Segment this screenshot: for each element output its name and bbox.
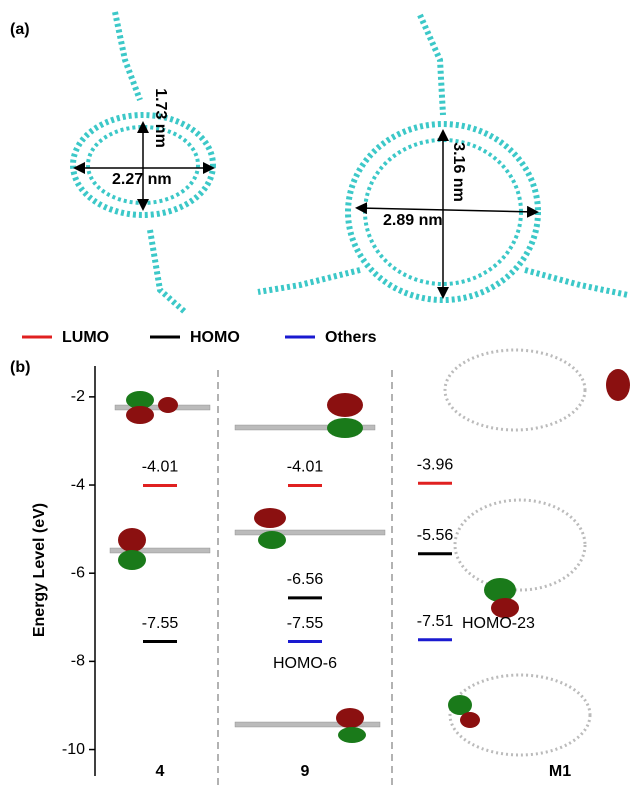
y-axis-label: Energy Level (eV)	[31, 503, 48, 637]
panel-label: (b)	[10, 359, 30, 376]
value-label: -7.55	[142, 615, 179, 632]
value-label: -5.56	[417, 527, 454, 544]
annotation: HOMO-6	[273, 655, 337, 672]
arrow	[355, 202, 539, 218]
legend-label: LUMO	[62, 329, 109, 346]
legend-label: HOMO	[190, 329, 240, 346]
y-tick-label: -8	[71, 653, 85, 670]
measurement: 1.73 nm	[152, 88, 169, 148]
legend-label: Others	[325, 329, 377, 346]
measurement: 2.27 nm	[112, 171, 172, 188]
x-tick-label: 9	[301, 763, 310, 780]
x-tick-label: 4	[156, 763, 165, 780]
measurement: 2.89 nm	[383, 212, 443, 229]
measurement: 3.16 nm	[450, 142, 467, 202]
annotation: HOMO-23	[462, 615, 535, 632]
panel-label: (a)	[10, 21, 30, 38]
y-tick-label: -10	[62, 741, 85, 758]
y-tick-label: -2	[71, 388, 85, 405]
value-label: -7.51	[417, 613, 454, 630]
orbital-images	[109, 348, 630, 757]
value-label: -4.01	[287, 459, 324, 476]
y-tick-label: -4	[71, 476, 85, 493]
value-label: -6.56	[287, 571, 324, 588]
value-label: -7.55	[287, 615, 324, 632]
value-label: -4.01	[142, 459, 179, 476]
x-tick-label: M1	[549, 763, 571, 780]
value-label: -3.96	[417, 456, 454, 473]
y-tick-label: -6	[71, 564, 85, 581]
